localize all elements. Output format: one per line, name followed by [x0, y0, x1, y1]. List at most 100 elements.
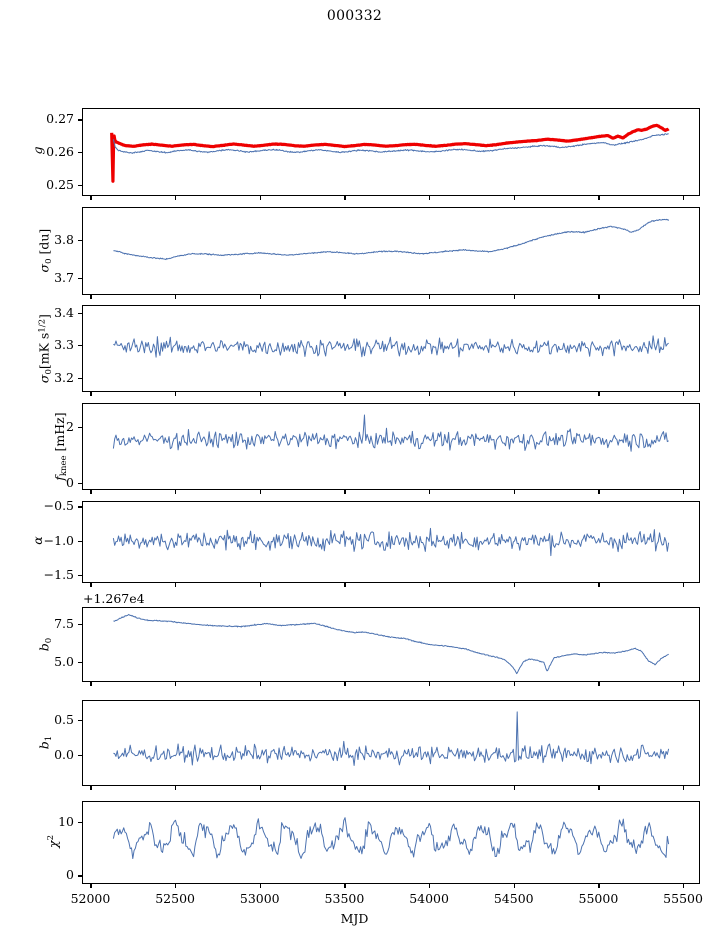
- x-tick-label: 55000: [578, 891, 619, 906]
- y-tick-mark: [78, 184, 82, 186]
- y-tick-label: 7.5: [54, 615, 74, 631]
- y-tick-mark: [78, 540, 82, 542]
- y-axis-label: α: [30, 536, 46, 545]
- x-tick-mark: [175, 682, 177, 686]
- y-tick-label: 3.7: [54, 269, 74, 285]
- y-tick-label: 5.0: [54, 654, 74, 670]
- x-tick-mark: [259, 682, 261, 686]
- series-line-sigma0-mK: [113, 336, 668, 357]
- series-line-b0: [113, 614, 668, 673]
- plot-panel-b-0: [82, 607, 700, 682]
- y-tick-mark: [78, 239, 82, 241]
- x-tick-mark: [259, 490, 261, 494]
- x-tick-mark: [598, 392, 600, 396]
- x-tick-mark: [175, 786, 177, 790]
- y-tick-label: 0.27: [46, 111, 74, 127]
- y-tick-mark: [78, 482, 82, 485]
- x-tick-mark: [90, 196, 92, 200]
- x-tick-mark: [683, 392, 685, 396]
- x-tick-mark: [598, 583, 600, 587]
- x-tick-mark: [90, 583, 92, 587]
- plot-panel-sigma-0-mk-s-1-2: [82, 305, 700, 392]
- x-tick-mark: [513, 490, 515, 494]
- axis-offset-text: +1.267e4: [83, 591, 145, 606]
- plot-panel-g: [82, 108, 700, 196]
- y-tick-label: −0.5: [43, 498, 74, 514]
- x-tick-mark: [683, 786, 685, 790]
- x-tick-mark: [429, 196, 431, 200]
- x-tick-mark: [344, 196, 346, 200]
- y-tick-label: 0: [66, 474, 74, 490]
- y-tick-mark: [78, 119, 82, 121]
- y-tick-label: 0: [66, 867, 74, 883]
- x-tick-mark: [259, 884, 261, 888]
- x-tick-mark: [90, 392, 92, 396]
- x-tick-mark: [683, 682, 685, 686]
- series-line-sigma0-du: [113, 219, 668, 259]
- x-tick-mark: [513, 884, 515, 888]
- x-tick-mark: [344, 786, 346, 790]
- x-tick-mark: [344, 295, 346, 299]
- plot-panel-sigma-0-du: [82, 207, 700, 295]
- x-tick-mark: [90, 682, 92, 686]
- x-tick-label: 54500: [493, 891, 534, 906]
- x-tick-mark: [259, 786, 261, 790]
- x-tick-mark: [513, 196, 515, 200]
- x-tick-mark: [683, 295, 685, 299]
- x-tick-mark: [175, 295, 177, 299]
- plot-panel-f-knee-mhz: [82, 403, 700, 490]
- y-tick-label: −1.5: [43, 566, 74, 582]
- y-tick-mark: [78, 277, 82, 279]
- y-axis-label: χ2: [45, 834, 61, 848]
- x-tick-mark: [175, 490, 177, 494]
- y-tick-label: 0.25: [46, 176, 74, 192]
- x-tick-mark: [175, 392, 177, 396]
- x-tick-mark: [598, 786, 600, 790]
- series-line-g-smoothed: [112, 125, 669, 181]
- x-tick-mark: [513, 583, 515, 587]
- y-tick-mark: [78, 623, 82, 625]
- y-tick-mark: [78, 506, 82, 508]
- x-tick-mark: [90, 884, 92, 888]
- x-tick-mark: [598, 682, 600, 686]
- y-tick-label: 0.26: [46, 144, 74, 159]
- y-tick-mark: [78, 719, 82, 721]
- y-tick-mark: [78, 313, 82, 315]
- x-tick-mark: [513, 682, 515, 686]
- x-tick-mark: [429, 682, 431, 686]
- x-tick-mark: [259, 196, 261, 200]
- x-tick-mark: [90, 295, 92, 299]
- y-tick-mark: [78, 377, 82, 379]
- x-tick-mark: [90, 490, 92, 494]
- x-tick-mark: [344, 392, 346, 396]
- y-axis-label: fknee [mHz]: [51, 411, 69, 481]
- x-axis-label: MJD: [340, 911, 369, 926]
- x-tick-mark: [429, 295, 431, 299]
- x-tick-mark: [259, 583, 261, 587]
- x-tick-mark: [429, 884, 431, 888]
- y-tick-label: 3.8: [54, 231, 74, 247]
- series-line-chi-squared: [113, 818, 668, 859]
- x-tick-mark: [175, 884, 177, 888]
- x-tick-mark: [344, 583, 346, 587]
- y-tick-label: 3.3: [54, 337, 74, 353]
- x-tick-mark: [344, 490, 346, 494]
- series-line-b1: [113, 712, 668, 766]
- x-tick-mark: [598, 884, 600, 888]
- x-tick-mark: [683, 196, 685, 200]
- x-tick-label: 53000: [239, 891, 280, 906]
- x-tick-mark: [259, 392, 261, 396]
- x-tick-mark: [259, 295, 261, 299]
- plot-panel-b-1: [82, 700, 700, 786]
- x-tick-mark: [598, 295, 600, 299]
- x-tick-mark: [175, 583, 177, 587]
- y-tick-mark: [78, 662, 82, 664]
- figure-title: 000332: [326, 8, 383, 24]
- y-tick-label: 3.4: [54, 305, 74, 321]
- y-tick-label: 0.5: [54, 711, 74, 727]
- x-tick-mark: [513, 295, 515, 299]
- y-tick-mark: [78, 875, 82, 877]
- x-tick-label: 55500: [663, 891, 703, 906]
- y-tick-label: 10: [58, 814, 74, 830]
